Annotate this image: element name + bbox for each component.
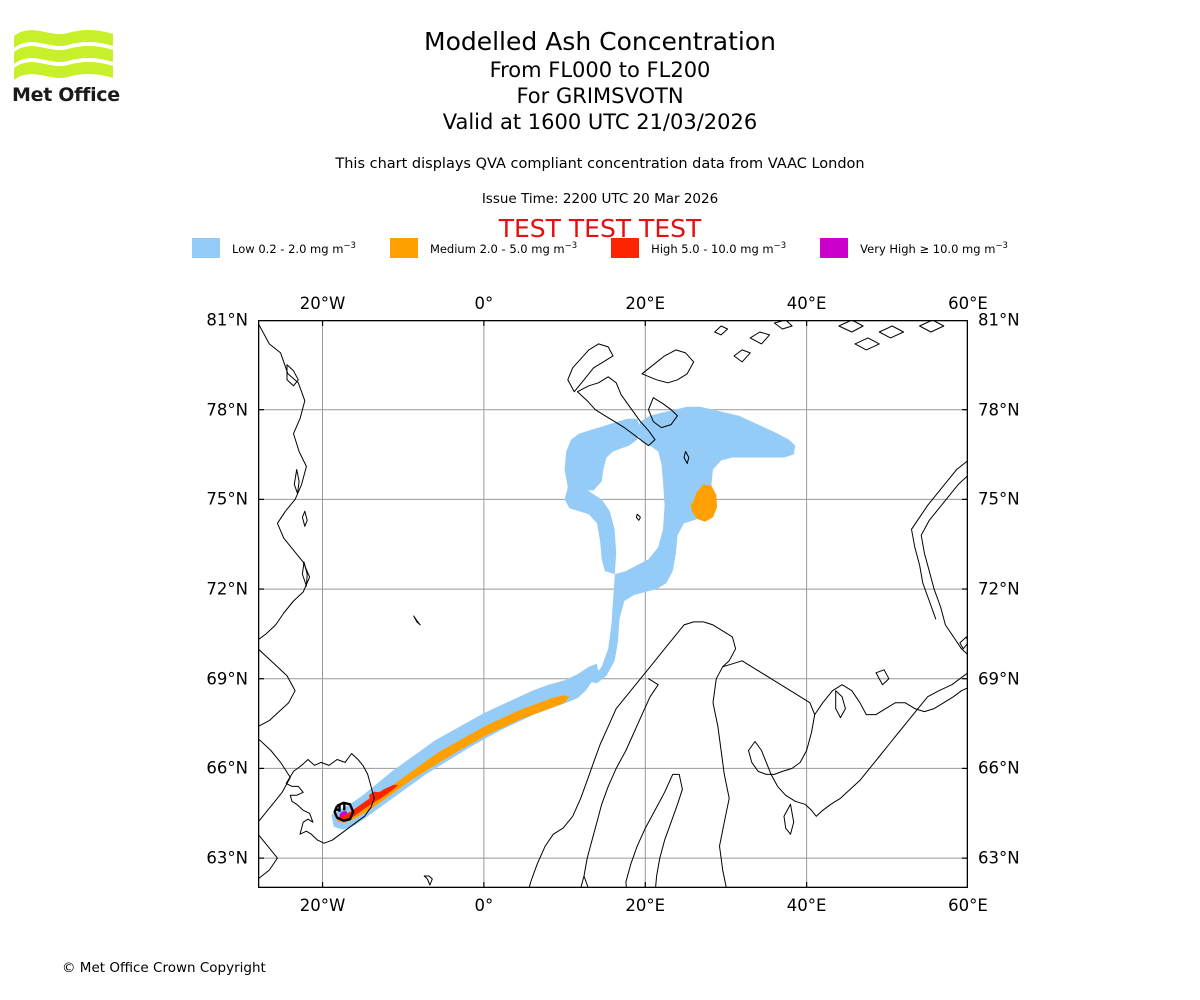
- ash-low-north-extension: [564, 418, 641, 491]
- coast-svalbard-isl-2: [749, 331, 770, 345]
- legend-swatch-very-high: [820, 238, 849, 258]
- ash-high-secondary: [369, 791, 380, 799]
- ash-low-barents-lobe: [564, 406, 796, 684]
- lon-tick-label-top-2: 20°E: [625, 294, 666, 313]
- lat-tick-label-left-3: 72°N: [206, 579, 248, 599]
- legend-swatch-low: [192, 238, 221, 258]
- lon-tick-label-bottom-0: 20°W: [299, 896, 346, 915]
- lat-tick-label-left-6: 81°N: [206, 310, 248, 330]
- ash-very-high-vent-cell: [339, 810, 348, 817]
- concentration-legend: Low 0.2 - 2.0 mg m−3 Medium 2.0 - 5.0 mg…: [0, 238, 1200, 258]
- legend-item-very-high: Very High ≥ 10.0 mg m−3: [820, 238, 1008, 258]
- coast-novaya-zemlya: [911, 460, 968, 620]
- ash-medium-barents-patch: [690, 484, 718, 522]
- map-ticks: [258, 320, 968, 888]
- coast-greenland-isl-b: [293, 469, 300, 494]
- chart-subtitle: This chart displays QVA compliant concen…: [335, 156, 865, 172]
- lat-tick-label-right-1: 66°N: [978, 758, 1020, 778]
- coast-greenland-isl-c: [301, 510, 308, 527]
- lat-tick-label-left-0: 63°N: [206, 848, 248, 868]
- coast-jan-mayen: [413, 615, 421, 626]
- coast-svalbard-spitsbergen: [567, 343, 614, 393]
- coast-kanin: [835, 690, 846, 719]
- legend-label-high: High 5.0 - 10.0 mg m−3: [651, 240, 787, 256]
- legend-item-high: High 5.0 - 10.0 mg m−3: [611, 238, 786, 258]
- valid-time-line: Valid at 1600 UTC 21/03/2026: [442, 110, 758, 134]
- met-office-logo: Met Office: [10, 22, 125, 112]
- coast-franz-josef-4: [854, 337, 880, 351]
- legend-item-medium: Medium 2.0 - 5.0 mg m−3: [389, 238, 578, 258]
- coast-svalbard-isl-3: [733, 349, 751, 363]
- lat-tick-label-right-3: 72°N: [978, 579, 1020, 599]
- volcano-line: For GRIMSVOTN: [516, 84, 684, 108]
- brand-name: Met Office: [12, 84, 120, 106]
- coast-svalbard-edge: [648, 397, 678, 429]
- legend-label-very-high: Very High ≥ 10.0 mg m−3: [860, 240, 1008, 256]
- coast-russia-inland: [814, 684, 968, 716]
- wave-bands-icon: [14, 30, 113, 80]
- map-frame: [258, 320, 968, 888]
- coast-franz-josef-3: [919, 320, 945, 333]
- legend-label-low: Low 0.2 - 2.0 mg m−3: [232, 240, 356, 256]
- test-banner: TEST TEST TEST: [498, 214, 702, 243]
- coast-vaygach: [959, 636, 968, 650]
- lat-tick-label-left-4: 75°N: [206, 489, 248, 509]
- chart-title-block: Modelled Ash Concentration From FL000 to…: [0, 26, 1200, 135]
- map-coastlines: [258, 320, 968, 888]
- coast-franz-josef-2: [878, 325, 904, 339]
- vatnajokull-outline: [333, 801, 355, 822]
- coast-greenland-isl-d: [301, 561, 308, 587]
- coast-franz-josef-1: [838, 320, 864, 333]
- page-title: Modelled Ash Concentration: [424, 27, 776, 56]
- lon-tick-label-bottom-2: 20°E: [625, 896, 666, 915]
- coast-bothnia-west: [583, 773, 683, 888]
- legend-swatch-medium: [389, 238, 418, 258]
- ash-layer-medium: [336, 484, 718, 823]
- coast-hopen: [683, 451, 690, 464]
- lon-tick-label-top-0: 20°W: [299, 294, 346, 313]
- legend-label-medium: Medium 2.0 - 5.0 mg m−3: [429, 240, 578, 256]
- coast-svalbard-nordaust: [641, 349, 695, 384]
- coast-faroe: [423, 875, 433, 886]
- lat-tick-label-left-2: 69°N: [206, 669, 248, 689]
- ash-concentration-map: [258, 320, 968, 888]
- lon-tick-label-top-1: 0°: [474, 294, 494, 313]
- coast-svalbard-main: [577, 376, 656, 447]
- flight-level-line: From FL000 to FL200: [489, 58, 711, 82]
- lat-tick-label-right-4: 75°N: [978, 489, 1020, 509]
- lon-tick-label-bottom-4: 60°E: [948, 896, 988, 915]
- coast-norway-coast: [528, 621, 737, 888]
- vatnajokull-icecap: [333, 801, 355, 822]
- lon-tick-label-bottom-3: 40°E: [786, 896, 827, 915]
- coast-greenland-east-2: [258, 648, 296, 728]
- lat-tick-label-right-6: 81°N: [978, 310, 1020, 330]
- lon-tick-label-top-4: 60°E: [948, 294, 988, 313]
- coast-kolguev: [875, 669, 890, 686]
- coast-greenland-s: [258, 833, 278, 880]
- coast-white-sea: [748, 672, 968, 817]
- coast-svalbard-isl-1: [714, 325, 729, 336]
- lat-tick-label-left-1: 66°N: [206, 758, 248, 778]
- coast-bear-island: [635, 513, 641, 521]
- coast-finland-east: [712, 666, 730, 888]
- lat-tick-label-right-0: 63°N: [978, 848, 1020, 868]
- lat-tick-label-right-5: 78°N: [978, 400, 1020, 420]
- map-gridlines: [258, 320, 968, 888]
- map-canvas: [258, 320, 968, 888]
- lat-tick-label-left-5: 78°N: [206, 400, 248, 420]
- lon-tick-label-bottom-1: 0°: [474, 896, 494, 915]
- coast-iceland: [285, 753, 375, 844]
- legend-item-low: Low 0.2 - 2.0 mg m−3: [192, 238, 356, 258]
- coast-greenland-east-3: [258, 738, 291, 823]
- coast-sweden-norway-inland: [580, 678, 659, 888]
- copyright-notice: © Met Office Crown Copyright: [62, 960, 266, 976]
- lat-tick-label-right-2: 69°N: [978, 669, 1020, 689]
- ash-medium-plume-axis: [336, 695, 570, 823]
- issue-time: Issue Time: 2200 UTC 20 Mar 2026: [481, 191, 719, 207]
- coast-greenland-isl-a: [286, 364, 299, 387]
- coast-novaya-zemlya-w: [920, 475, 968, 656]
- legend-swatch-high: [611, 238, 640, 258]
- lon-tick-label-top-3: 40°E: [786, 294, 827, 313]
- coast-onega: [783, 803, 795, 835]
